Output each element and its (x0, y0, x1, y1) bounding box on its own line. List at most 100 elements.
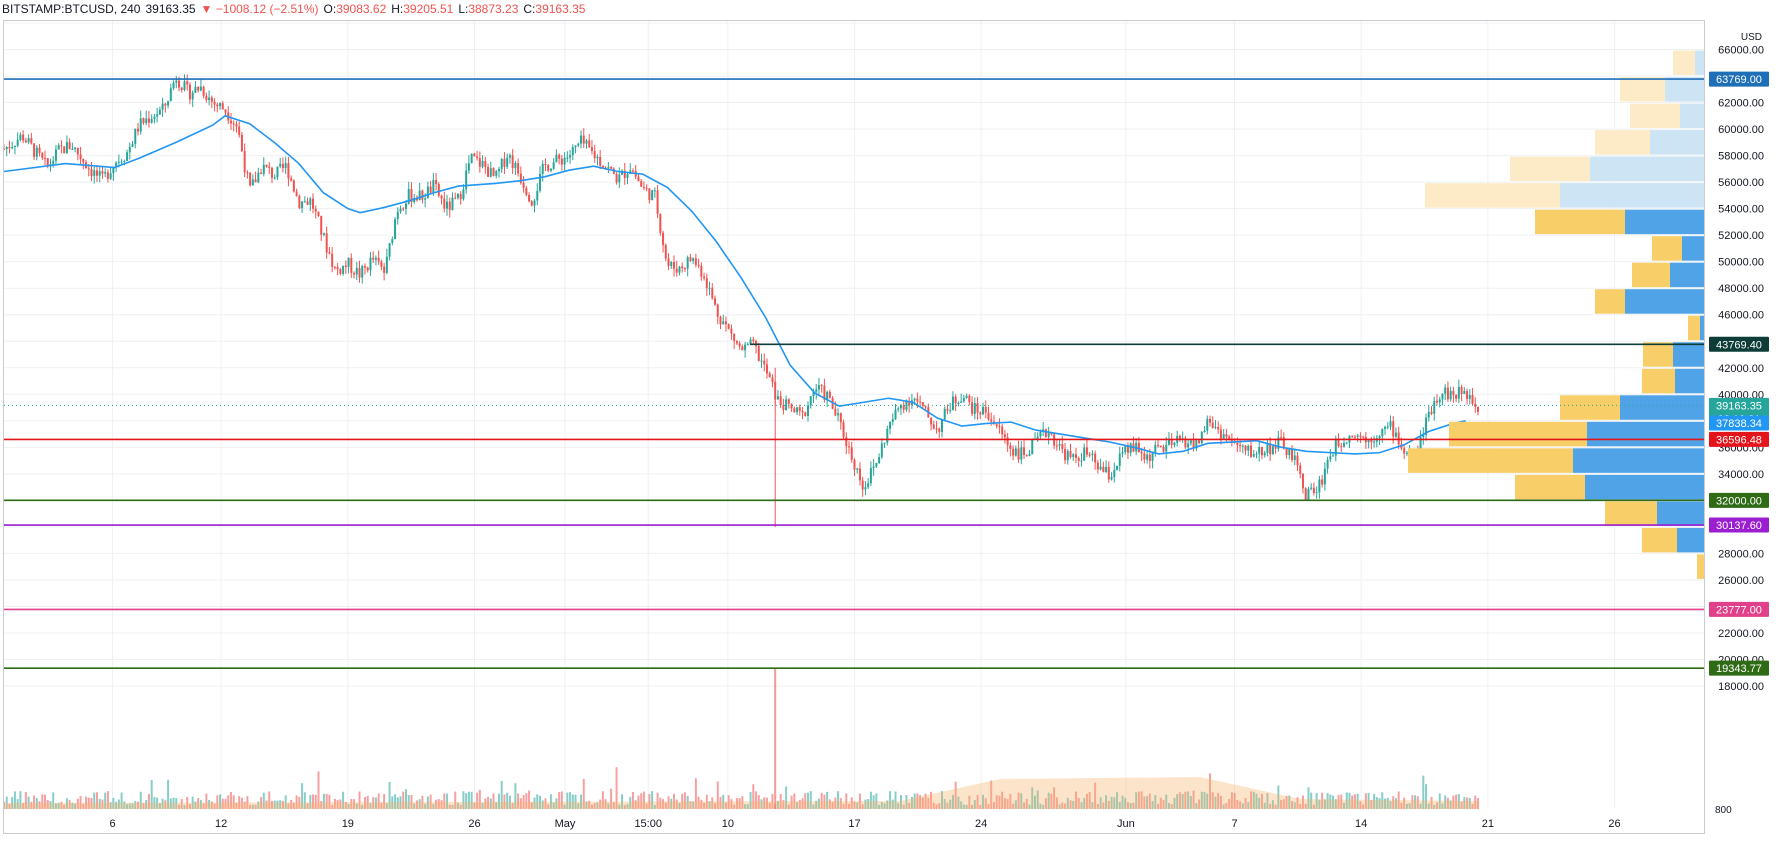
volume-bar (1408, 803, 1411, 809)
volume-bar (451, 804, 454, 809)
candle-body (205, 95, 208, 101)
volume-bar (1378, 798, 1381, 809)
time-tick-label: 26 (1608, 818, 1620, 830)
volume-bar (979, 804, 982, 809)
price-tag[interactable]: 30137.60 (1709, 517, 1769, 533)
candle-body (492, 168, 495, 176)
candle-body (916, 398, 919, 402)
volume-bar (563, 804, 566, 809)
candle-body (593, 151, 596, 159)
volume-bar (1039, 803, 1042, 809)
candle-body (1446, 387, 1449, 400)
price-tag[interactable]: 63769.00 (1709, 71, 1769, 87)
candle-body (1031, 439, 1034, 455)
volume-bar (158, 803, 161, 809)
candle-body (1403, 448, 1406, 454)
candle-body (547, 164, 550, 171)
price-tag[interactable]: 23777.00 (1709, 601, 1769, 617)
candle-body (508, 155, 511, 158)
vp-buy-bar (1595, 289, 1625, 314)
candle-body (391, 239, 394, 244)
volume-bar (700, 799, 703, 809)
vp-sell-bar (1665, 77, 1705, 102)
candle-body (681, 266, 684, 269)
volume-bar (755, 791, 758, 809)
candle-body (858, 468, 861, 481)
candle-body (817, 385, 820, 390)
candle-body (700, 265, 703, 277)
candle-body (1094, 453, 1097, 463)
volume-bar (49, 801, 52, 809)
candle-body (746, 344, 749, 346)
volume-bar (845, 793, 848, 809)
candle-body (1239, 444, 1242, 447)
price-tag[interactable]: 36596.48 (1709, 431, 1769, 447)
candle-body (312, 198, 315, 209)
price-tag[interactable]: 37838.34 (1709, 415, 1769, 431)
candle-body (1189, 440, 1192, 444)
volume-bar (1345, 792, 1348, 809)
candle-body (54, 149, 57, 161)
volume-bar (580, 794, 583, 809)
candle-body (607, 166, 610, 168)
volume-bar (260, 797, 263, 809)
candle-body (407, 189, 410, 204)
candle-body (1044, 429, 1047, 437)
vp-buy-bar (1632, 262, 1670, 288)
volume-bar (331, 804, 334, 809)
volume-bar (394, 794, 397, 809)
volume-bar (960, 801, 963, 809)
candle-body (383, 266, 386, 273)
volume-bar (610, 788, 613, 809)
volume-bar (432, 804, 435, 809)
volume-bar (539, 795, 541, 809)
candle-body (104, 172, 107, 174)
candle-body (134, 128, 137, 145)
candle-body (459, 193, 462, 200)
price-tag-label: 19343.77 (1716, 663, 1762, 675)
volume-bar (1137, 791, 1140, 809)
volume-bar (1293, 802, 1296, 809)
candle-body (541, 163, 544, 174)
volume-bar (1006, 799, 1009, 809)
price-tag[interactable]: 32000.00 (1709, 492, 1769, 508)
candle-body (38, 147, 41, 153)
volume-bar (1351, 795, 1354, 809)
candle-body (839, 413, 842, 423)
volume-bar (320, 801, 323, 809)
symbol-label[interactable]: BITSTAMP:BTCUSD, 240 (2, 2, 141, 16)
volume-bar (973, 800, 976, 809)
volume-bar (990, 780, 993, 809)
volume-bar (623, 804, 626, 809)
candle-body (1449, 390, 1452, 400)
candle-body (1214, 426, 1217, 428)
volume-bar (1042, 804, 1045, 809)
volume-bar (407, 795, 410, 809)
volume-bar (946, 802, 949, 809)
volume-bar (418, 799, 421, 809)
candle-body (519, 173, 522, 183)
candle-body (954, 396, 957, 404)
volume-bar (689, 801, 692, 809)
candle-body (287, 163, 290, 179)
candle-body (640, 181, 643, 187)
volume-bar (941, 791, 943, 809)
price-tag[interactable]: 19343.77 (1709, 660, 1769, 676)
candle-body (856, 468, 859, 470)
volume-bar (243, 801, 246, 809)
price-tag[interactable]: 43769.40 (1709, 336, 1769, 352)
volume-bar (856, 802, 859, 809)
volume-ma-area (4, 777, 1478, 809)
candle-body (1157, 444, 1160, 446)
volume-bar (383, 793, 386, 809)
volume-bar (1107, 800, 1110, 809)
candle-body (180, 87, 183, 91)
candle-body (1001, 426, 1004, 435)
volume-bar (1326, 793, 1329, 809)
candle-body (804, 412, 807, 416)
time-tick-label: May (555, 818, 576, 830)
time-axis[interactable]: 6 12 19 26 May 15:00 10 17 24 Jun 7 14 21 26 (110, 818, 1621, 830)
candle-body (703, 276, 706, 279)
candle-body (812, 391, 815, 397)
